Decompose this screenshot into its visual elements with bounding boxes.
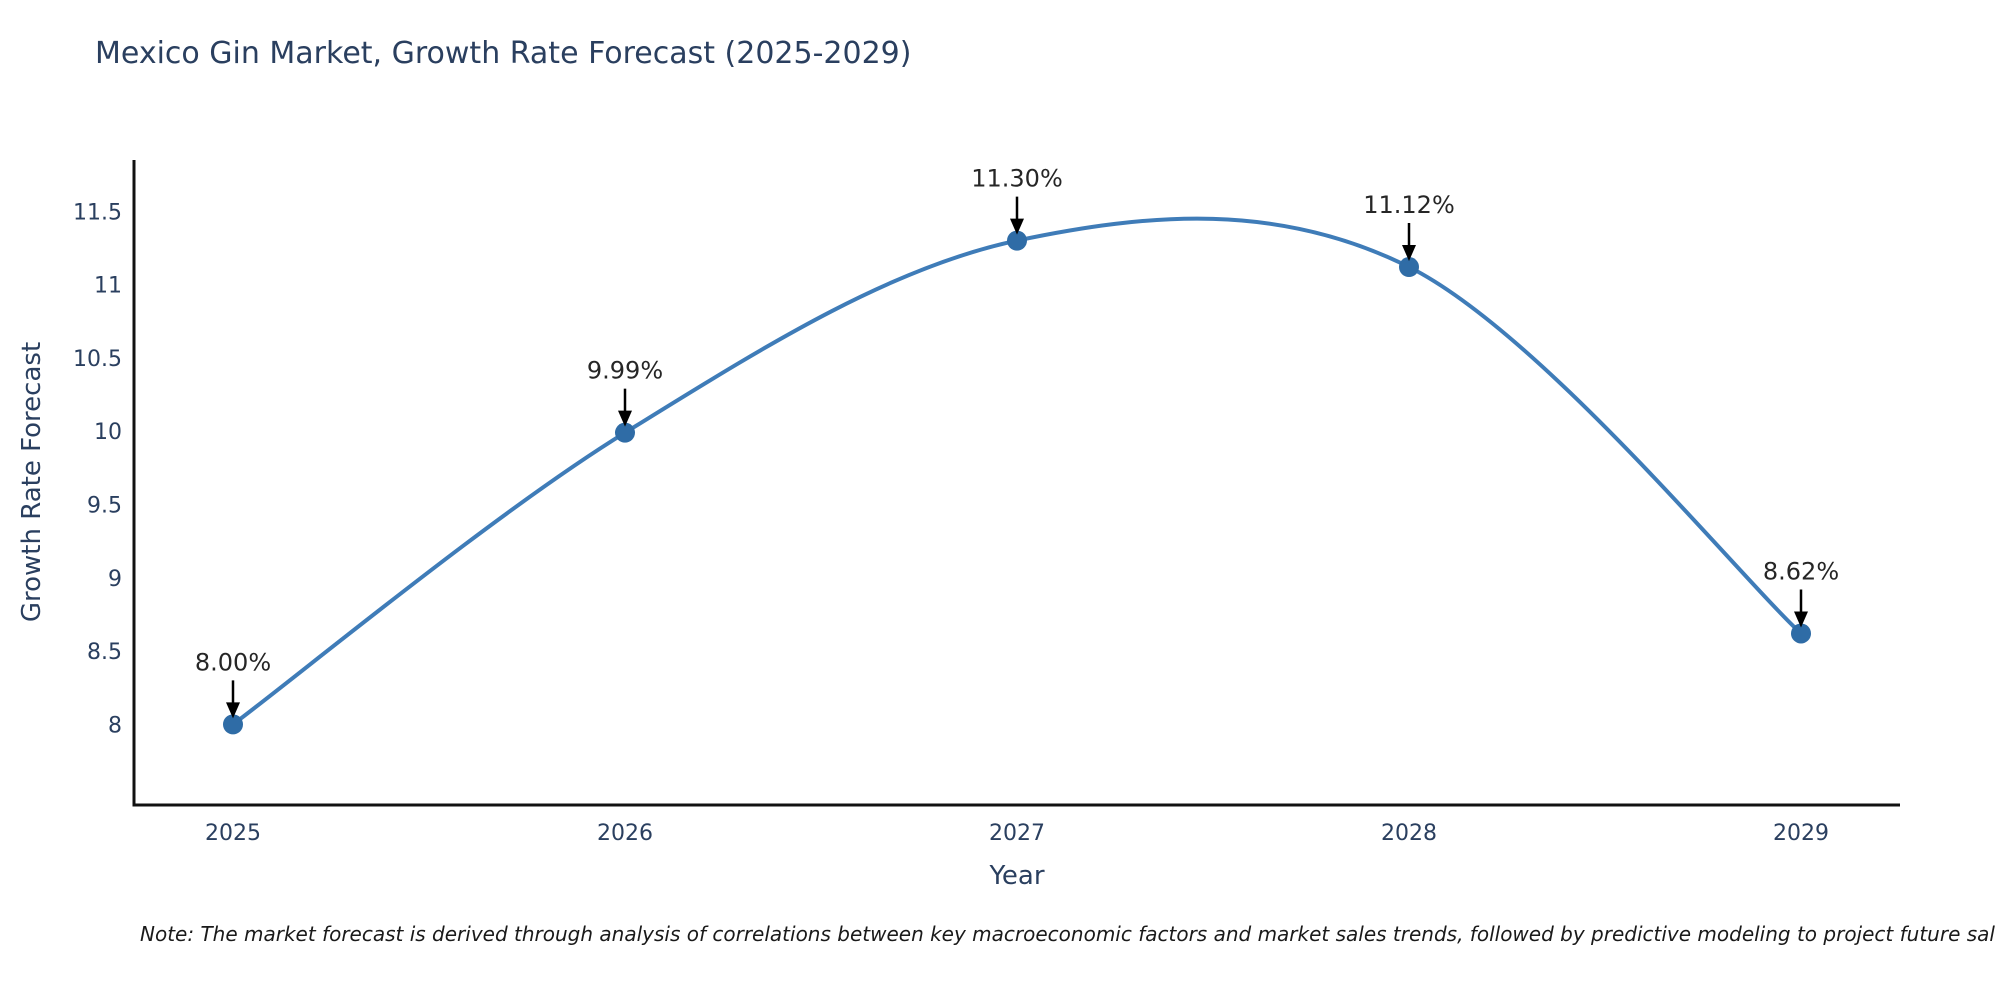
x-tick-label: 2026: [597, 821, 653, 846]
annotation-arrowhead: [1402, 245, 1416, 262]
y-tick-label: 8: [108, 713, 122, 738]
chart-title: Mexico Gin Market, Growth Rate Forecast …: [95, 36, 912, 71]
y-tick-label: 9.5: [87, 493, 122, 518]
annotation-arrowhead: [1010, 218, 1024, 235]
annotation-arrowhead: [618, 410, 632, 427]
y-tick-label: 9: [108, 567, 122, 592]
annotation-arrowhead: [226, 702, 240, 719]
y-tick-label: 11.5: [73, 200, 122, 225]
x-axis-title: Year: [989, 861, 1045, 891]
y-tick-label: 11: [94, 274, 122, 299]
x-tick-label: 2029: [1773, 821, 1829, 846]
x-tick-label: 2028: [1381, 821, 1437, 846]
y-tick-label: 10.5: [73, 347, 122, 372]
footnote: Note: The market forecast is derived thr…: [140, 922, 1995, 946]
data-point-marker: [223, 714, 243, 735]
data-point-marker: [615, 422, 635, 443]
annotation-label: 8.00%: [195, 648, 271, 676]
data-point-marker: [1399, 257, 1419, 278]
data-point-marker: [1791, 623, 1811, 644]
annotation-label: 11.30%: [971, 165, 1063, 193]
x-tick-label: 2027: [989, 821, 1045, 846]
forecast-line: [231, 216, 1803, 727]
y-tick-label: 8.5: [87, 640, 122, 665]
data-point-marker: [1007, 230, 1027, 251]
annotation-arrowhead: [1794, 611, 1808, 628]
y-tick-label: 10: [94, 420, 122, 445]
annotation-label: 8.62%: [1763, 557, 1839, 585]
x-tick-label: 2025: [205, 821, 261, 846]
annotation-label: 9.99%: [587, 357, 663, 385]
annotation-label: 11.12%: [1363, 191, 1455, 219]
